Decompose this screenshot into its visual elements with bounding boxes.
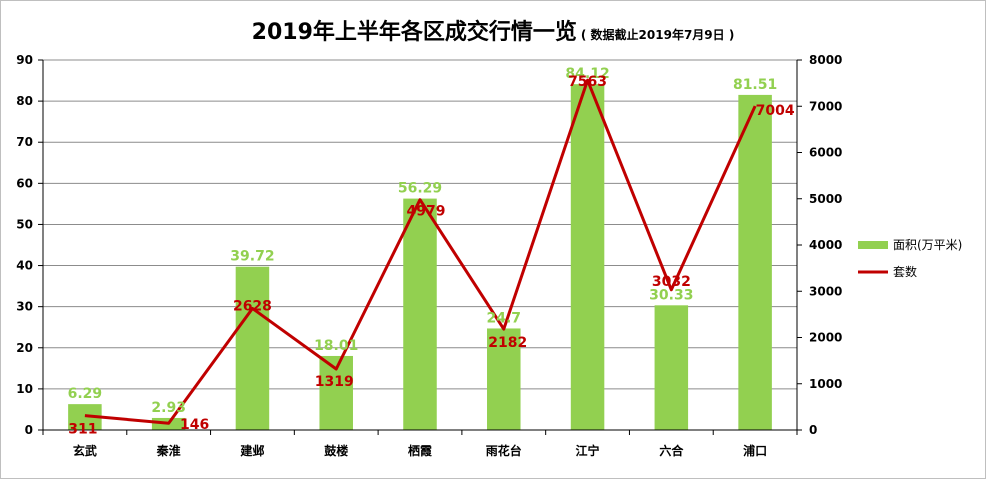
left-axis-tick-label: 40: [16, 259, 33, 273]
left-axis-tick-label: 90: [16, 53, 33, 67]
left-axis-tick-label: 0: [25, 423, 33, 437]
bar-data-label: 39.72: [230, 249, 274, 265]
bar: [235, 266, 270, 430]
legend-bar-label: 面积(万平米): [893, 238, 962, 252]
x-axis-category-label: 六合: [659, 443, 684, 458]
line-data-label: 2628: [233, 298, 272, 314]
bar-data-label: 18.01: [314, 338, 358, 354]
x-axis-category-label: 建邺: [239, 443, 264, 458]
line-data-label: 4979: [407, 204, 446, 220]
left-axis-tick-label: 80: [16, 94, 33, 108]
right-axis-tick-label: 7000: [809, 99, 842, 113]
left-axis-tick-label: 30: [16, 300, 33, 314]
x-axis-category-label: 玄武: [73, 443, 97, 458]
title-block: 2019年上半年各区成交行情一览( 数据截止2019年7月9日 ): [0, 14, 986, 46]
right-axis-tick-label: 4000: [809, 238, 842, 252]
bar-data-label: 2.93: [151, 400, 186, 416]
right-axis-tick-label: 5000: [809, 192, 842, 206]
left-axis-tick-label: 20: [16, 341, 33, 355]
line-data-label: 3032: [652, 274, 691, 290]
chart-title: 2019年上半年各区成交行情一览: [251, 20, 577, 45]
right-axis-tick-label: 1000: [809, 377, 842, 391]
line-data-label: 7004: [756, 103, 795, 119]
bar-data-label: 84.12: [565, 66, 609, 82]
bar-data-label: 24.7: [487, 310, 522, 326]
right-axis-tick-label: 2000: [809, 331, 842, 345]
line-data-label: 2182: [488, 335, 527, 351]
bar: [487, 328, 521, 430]
x-axis-category-label: 雨花台: [486, 443, 522, 458]
x-axis-category-label: 秦淮: [156, 443, 181, 458]
line-data-label: 1319: [315, 374, 354, 390]
bar-data-label: 56.29: [398, 181, 442, 197]
legend-line-label: 套数: [893, 264, 917, 279]
right-axis-tick-label: 8000: [809, 53, 842, 67]
line-data-label: 146: [180, 417, 209, 433]
bar: [403, 198, 437, 430]
left-axis-tick-label: 10: [16, 382, 33, 396]
bar: [570, 84, 605, 430]
x-axis-category-label: 江宁: [576, 443, 600, 458]
bar: [654, 305, 689, 430]
legend-bar-swatch: [858, 241, 888, 249]
x-axis-category-label: 鼓楼: [324, 443, 348, 458]
right-axis-tick-label: 3000: [809, 284, 842, 298]
right-axis-tick-label: 6000: [809, 146, 842, 160]
left-axis-tick-label: 50: [16, 217, 33, 231]
bar-data-label: 30.33: [649, 287, 693, 303]
x-axis-category-label: 栖霞: [408, 443, 433, 458]
bar-data-label: 6.29: [68, 386, 103, 402]
bar-data-label: 81.51: [733, 77, 777, 93]
left-axis-tick-label: 70: [16, 135, 33, 149]
chart-subtitle: ( 数据截止2019年7月9日 ): [580, 28, 735, 42]
line-data-label: 7563: [568, 74, 607, 90]
x-axis-category-label: 浦口: [743, 443, 767, 458]
line-series: [84, 78, 757, 425]
bar: [738, 94, 772, 431]
right-axis-tick-label: 0: [809, 423, 817, 437]
line-data-label: 311: [68, 422, 97, 438]
left-axis-tick-label: 60: [16, 176, 33, 190]
